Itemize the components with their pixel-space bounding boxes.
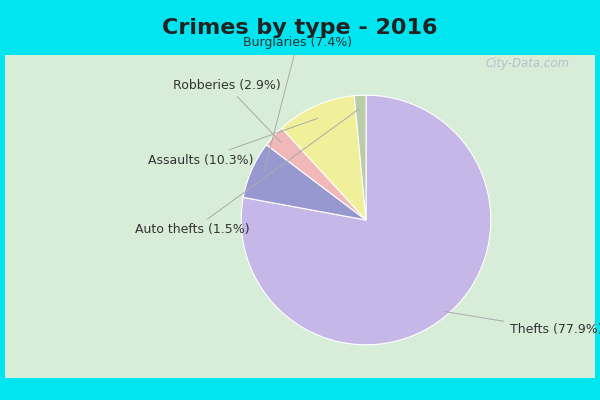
Text: Crimes by type - 2016: Crimes by type - 2016: [162, 18, 438, 38]
Wedge shape: [354, 95, 366, 220]
Text: Assaults (10.3%): Assaults (10.3%): [148, 118, 318, 166]
Text: Auto thefts (1.5%): Auto thefts (1.5%): [135, 110, 358, 236]
Wedge shape: [241, 95, 491, 345]
Text: Burglaries (7.4%): Burglaries (7.4%): [243, 36, 352, 172]
Wedge shape: [282, 96, 366, 220]
Text: Thefts (77.9%): Thefts (77.9%): [445, 312, 600, 336]
Text: Robberies (2.9%): Robberies (2.9%): [173, 79, 281, 142]
Text: City-Data.com: City-Data.com: [486, 58, 570, 70]
Wedge shape: [243, 145, 366, 220]
Wedge shape: [266, 128, 366, 220]
